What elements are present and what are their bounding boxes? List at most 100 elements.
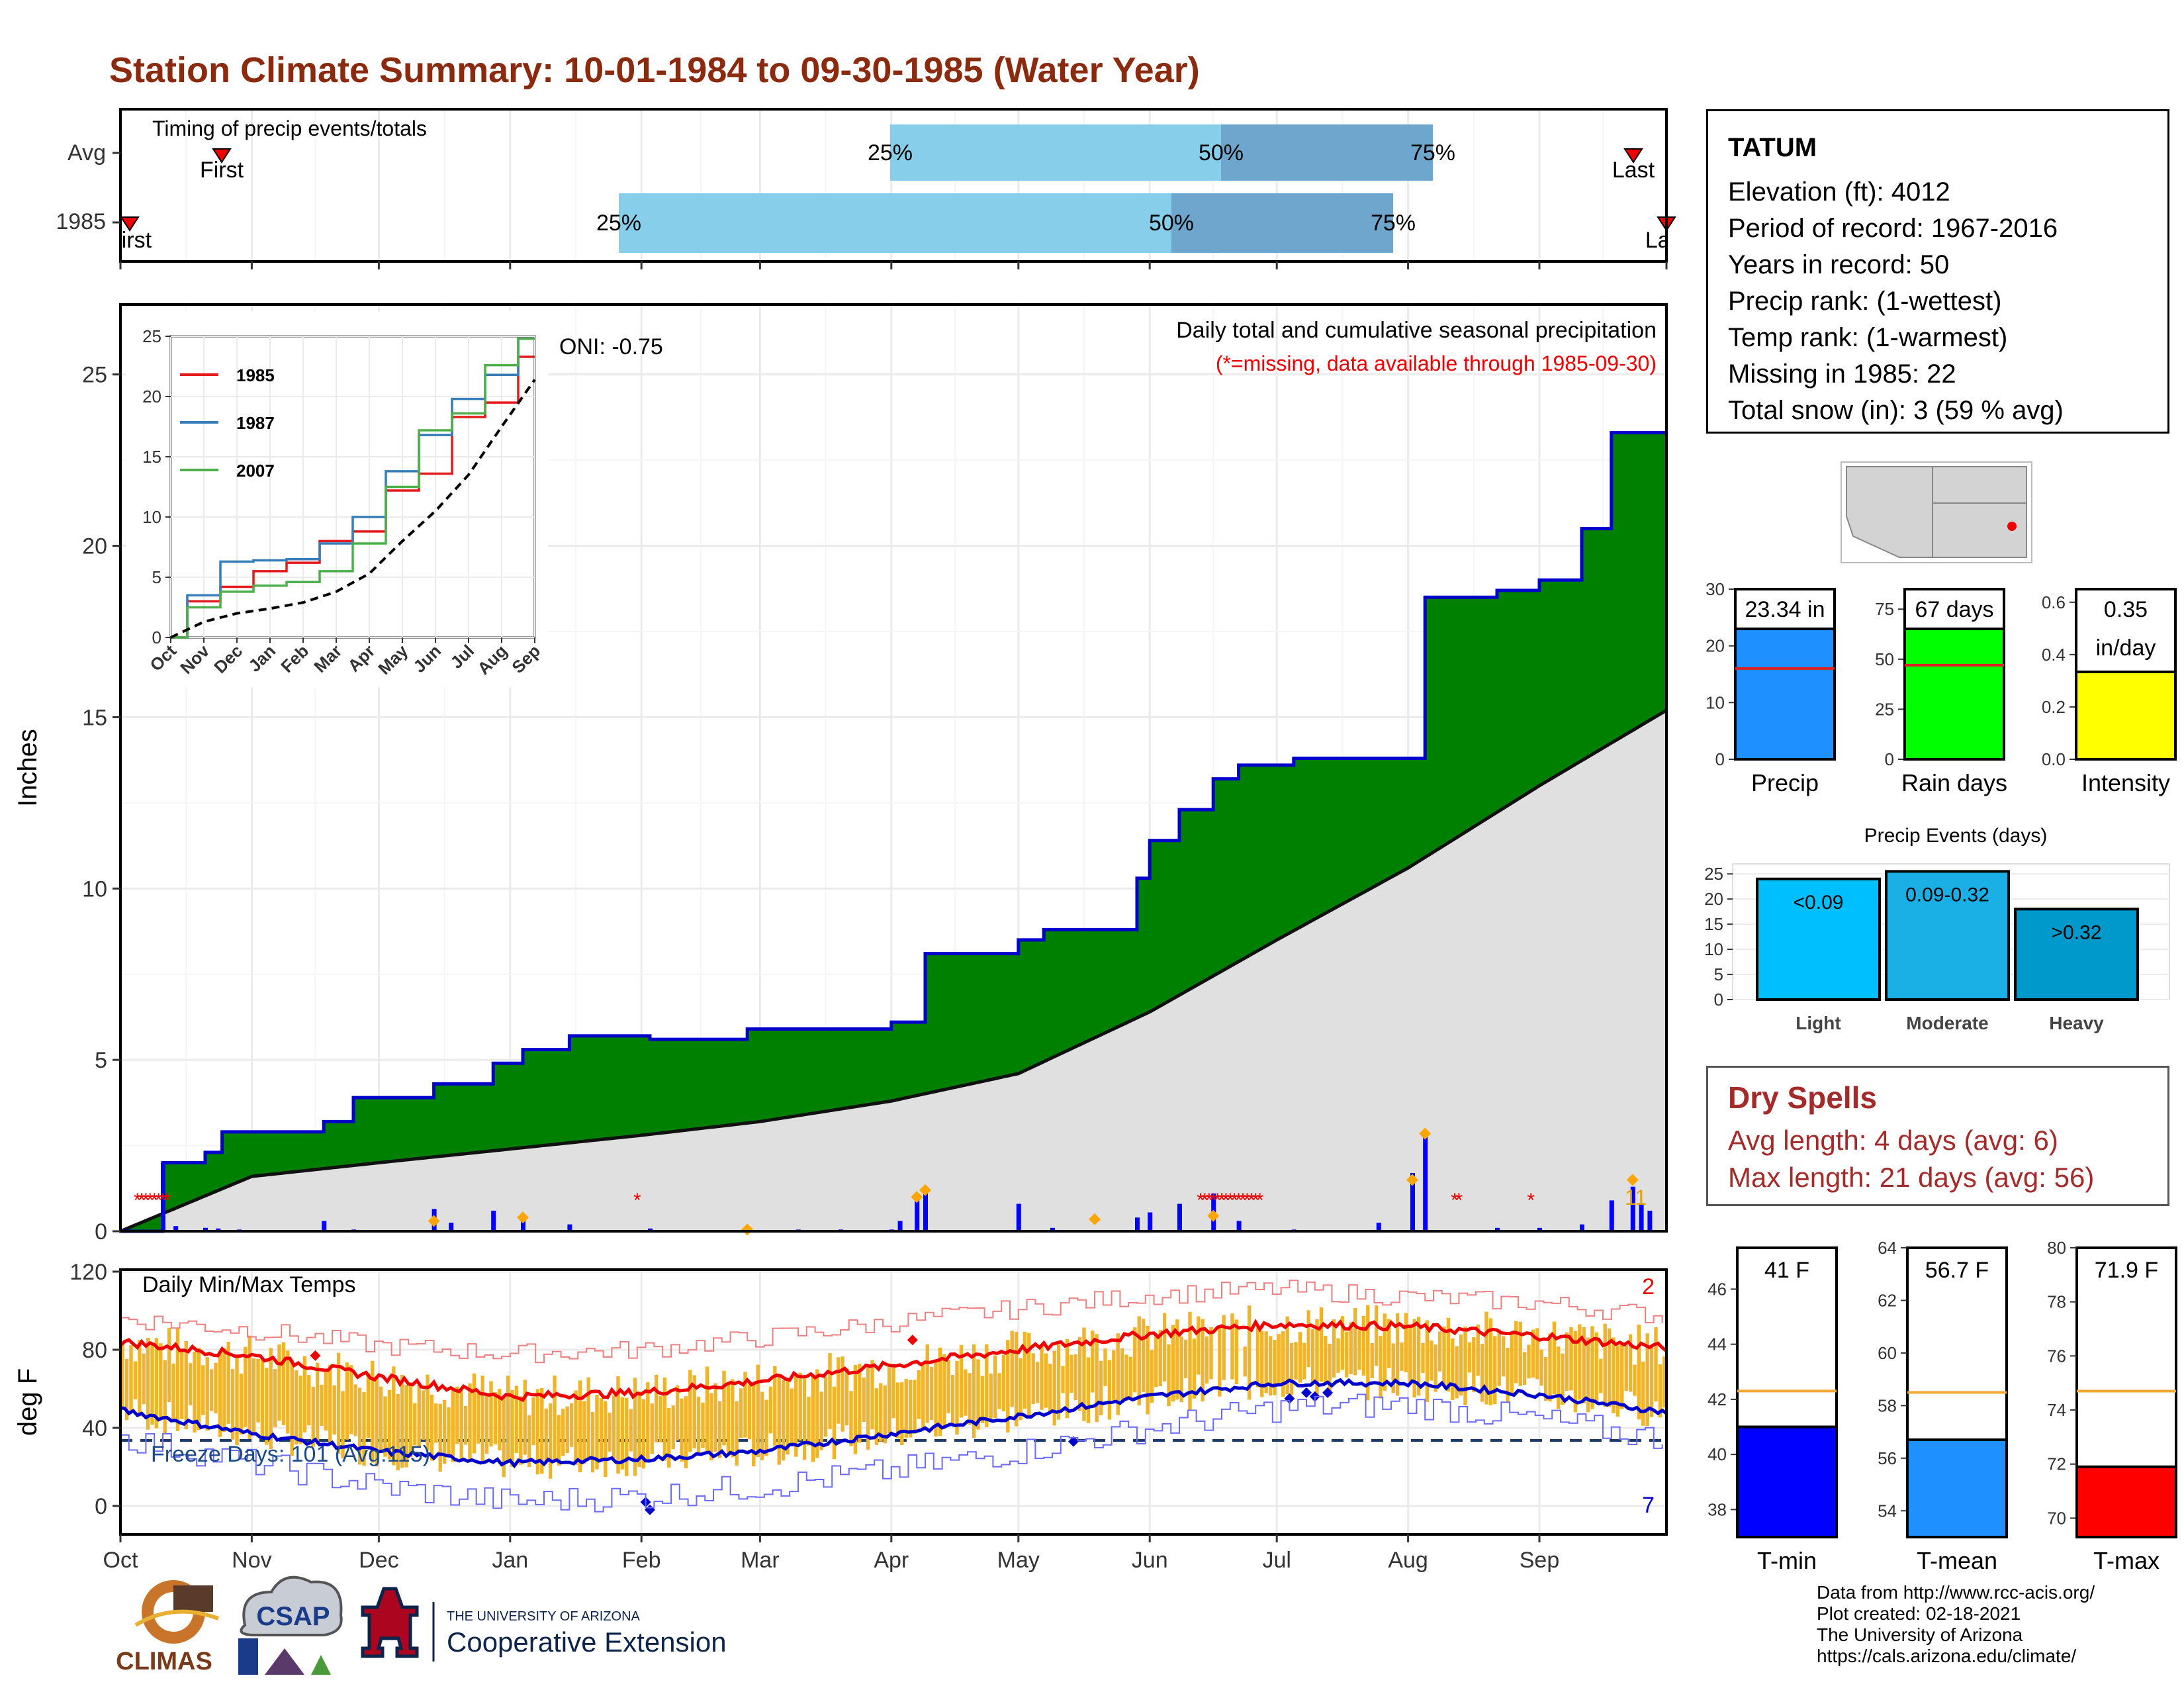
daily-temp-bar [891, 1364, 895, 1419]
month-label: Aug [1388, 1548, 1428, 1573]
y1985-p75-label: 75% [1371, 211, 1416, 236]
daily-temp-bar [950, 1375, 955, 1426]
summary-ytick-label: 0.6 [2042, 592, 2066, 612]
daily-temp-bar [1065, 1338, 1069, 1419]
events-bar-label: Moderate [1906, 1013, 1988, 1033]
inset-series-line [171, 337, 535, 639]
daily-temp-bar [870, 1360, 874, 1430]
daily-temp-bar [1518, 1321, 1522, 1386]
daily-temp-bar [396, 1393, 400, 1471]
events-bar-text: 0.09-0.32 [1905, 884, 1989, 906]
daily-temp-bar [917, 1370, 921, 1419]
daily-temp-bar [1243, 1346, 1247, 1377]
daily-temp-bar [595, 1394, 599, 1470]
daily-temp-bar [1183, 1339, 1188, 1378]
missing-data-star: * [134, 1190, 142, 1211]
daily-temp-bar [862, 1377, 866, 1423]
daily-temp-bar [1023, 1331, 1027, 1409]
temp-ytick-label: 120 [69, 1260, 107, 1285]
daily-temp-bar [366, 1373, 371, 1438]
daily-temp-bar [197, 1348, 201, 1430]
daily-temp-bar [1548, 1333, 1552, 1402]
daily-precip-bar [1236, 1221, 1242, 1231]
daily-temp-bar [523, 1380, 527, 1455]
temp-summary-tmin-label: T-min [1757, 1547, 1817, 1574]
inset-ytick-label: 5 [152, 567, 161, 587]
daily-temp-bar [1268, 1336, 1273, 1396]
daily-temp-bar [1565, 1332, 1569, 1391]
daily-temp-bar [489, 1381, 493, 1447]
timing-row-1985-name: 1985 [56, 209, 106, 234]
temp-summary-ytick-label: 46 [1707, 1279, 1727, 1299]
record-high-marker [310, 1350, 321, 1361]
temp-panel: 0 40 80 120 Daily Min/Max Temps Freeze Days… [69, 1260, 1668, 1573]
temp-summary-tmin-value: 41 F [1764, 1258, 1809, 1283]
missing-data-star: * [150, 1190, 158, 1211]
daily-temp-bar [341, 1391, 345, 1458]
daily-temp-bar [938, 1347, 942, 1436]
daily-temp-bar [1624, 1345, 1628, 1391]
daily-temp-bar [251, 1358, 256, 1434]
snow-event-diamond [517, 1211, 529, 1224]
daily-temp-bar [468, 1383, 472, 1460]
daily-temp-bar [1641, 1361, 1645, 1426]
daily-temp-bar [1188, 1311, 1192, 1411]
snow-event-diamond [428, 1215, 440, 1227]
daily-temp-bar [544, 1408, 548, 1462]
daily-temp-bar [879, 1383, 883, 1442]
daily-temp-bar [929, 1366, 934, 1421]
daily-temp-bar [841, 1356, 844, 1432]
month-label: Mar [741, 1548, 780, 1573]
daily-temp-bar [1366, 1305, 1370, 1401]
missing-data-star: * [1201, 1190, 1209, 1211]
daily-temp-bar [1281, 1331, 1285, 1397]
daily-temp-bar [480, 1376, 484, 1464]
daily-temp-bar [315, 1362, 320, 1445]
daily-temp-bar [1197, 1316, 1201, 1375]
daily-temp-bar [535, 1389, 540, 1475]
daily-temp-bar [1615, 1345, 1620, 1417]
temp-summary-ytick-label: 74 [2047, 1400, 2066, 1420]
summary-ytick-label: 25 [1875, 699, 1894, 719]
temp-summary-ytick-label: 60 [1878, 1343, 1897, 1363]
daily-temp-bar [1264, 1331, 1268, 1393]
daily-temp-bar [1273, 1339, 1277, 1395]
events-bar-text: >0.32 [2052, 921, 2102, 943]
daily-temp-bar [1061, 1366, 1065, 1393]
daily-temp-bar [1416, 1317, 1421, 1396]
daily-temp-bar [1404, 1313, 1408, 1373]
daily-temp-bar [1620, 1344, 1624, 1409]
daily-temp-bar [786, 1378, 790, 1455]
daily-temp-bar [1472, 1337, 1476, 1392]
temp-summary-ytick-label: 38 [1707, 1499, 1727, 1519]
daily-temp-bar [387, 1389, 392, 1460]
events-bar-text: <0.09 [1794, 892, 1844, 914]
missing-data-star: * [146, 1190, 154, 1211]
station-elevation: Elevation (ft): 4012 [1728, 177, 1950, 207]
events-ytick-label: 20 [1704, 889, 1723, 909]
summary-ytick-label: 50 [1875, 649, 1894, 669]
daily-precip-bar [648, 1228, 653, 1231]
temp-summary-ytick-label: 54 [1878, 1501, 1897, 1521]
daily-temp-bar [1328, 1343, 1332, 1397]
temp-ytick-label: 80 [82, 1338, 107, 1363]
daily-temp-bar [578, 1380, 582, 1473]
daily-temp-bar [989, 1374, 993, 1421]
daily-temp-bar [1361, 1315, 1366, 1376]
daily-temp-bar [222, 1348, 226, 1432]
temp-summary-ytick-label: 42 [1707, 1389, 1727, 1409]
missing-data-star: * [1214, 1190, 1222, 1211]
daily-temp-bar [1222, 1315, 1226, 1380]
daily-temp-bar [1319, 1307, 1324, 1382]
snow-event-diamond [911, 1191, 923, 1203]
daily-temp-bar [1463, 1326, 1467, 1405]
daily-temp-bar [1391, 1343, 1395, 1393]
daily-temp-bar [1437, 1331, 1442, 1372]
daily-temp-bar [980, 1376, 985, 1423]
daily-temp-bar [726, 1383, 731, 1453]
month-label: Jan [492, 1548, 528, 1573]
timing-label: Timing of precip events/totals [152, 117, 427, 140]
summary-intensity-bar [2075, 666, 2177, 761]
y1985-first-label: First [108, 228, 152, 253]
